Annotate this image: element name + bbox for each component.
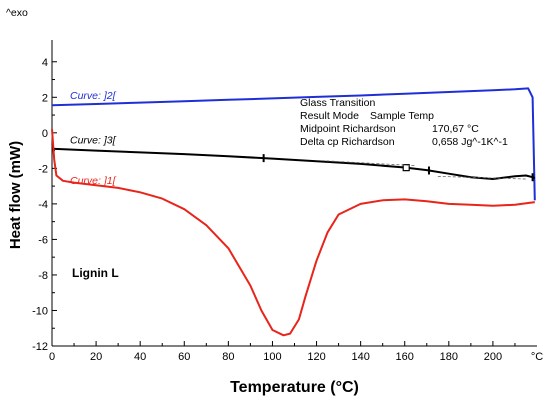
y-tick-label: -4: [38, 199, 48, 211]
y-tick-label: -10: [32, 305, 48, 317]
annotation-value-2: 170,67 °C: [432, 123, 479, 135]
y-tick-label: -12: [32, 341, 48, 353]
x-tick-label: 160: [396, 351, 414, 363]
y-tick-label: -8: [38, 270, 48, 282]
sample-label: Lignin L: [72, 266, 119, 280]
series-line-2: [51, 147, 536, 180]
x-tick-label: 200: [484, 351, 502, 363]
x-tick-label: 140: [351, 351, 369, 363]
annotation-key-3: Delta cp Richardson: [300, 136, 395, 148]
series-line-1: [51, 87, 536, 201]
curve-label-3: Curve: ]1[: [70, 175, 117, 187]
x-tick-label: 0: [49, 351, 55, 363]
annotation-key-1: Result Mode: [300, 110, 359, 122]
annotation-title: Glass Transition: [300, 97, 375, 109]
y-tick-label: 0: [42, 128, 48, 140]
x-tick-label: 120: [307, 351, 325, 363]
annotation-value-3: 0,658 Jg^-1K^-1: [432, 136, 508, 148]
marker-midpoint: [402, 164, 410, 172]
x-tick-label: 100: [263, 351, 281, 363]
series-line-3: [51, 129, 535, 337]
baseline-dash-1: [316, 159, 416, 167]
curve-markers: [262, 154, 534, 182]
annotation-key-2: Midpoint Richardson: [300, 123, 396, 135]
x-tick-label: 80: [222, 351, 234, 363]
labels: Curve: ]2[ Curve: ]3[ Curve: ]1[ Glass Tran…: [6, 7, 508, 396]
x-tick-label: 20: [90, 351, 102, 363]
axes: [51, 40, 537, 347]
x-tick-label: 180: [440, 351, 458, 363]
x-unit-label: °C: [531, 351, 543, 363]
x-tick-label: 40: [134, 351, 146, 363]
y-tick-label: 4: [42, 57, 48, 69]
exo-label: ^exo: [6, 7, 28, 19]
y-tick-label: -6: [38, 234, 48, 246]
annotation-value-1: Sample Temp: [370, 110, 434, 122]
y-tick-label: -2: [38, 163, 48, 175]
x-axis-title: Temperature (°C): [230, 379, 359, 396]
curve-label-1: Curve: ]2[: [70, 90, 117, 102]
y-axis-title: Heat flow (mW): [7, 141, 24, 249]
curve-label-2: Curve: ]3[: [70, 134, 117, 146]
y-tick-label: 2: [42, 92, 48, 104]
x-tick-label: 60: [178, 351, 190, 363]
